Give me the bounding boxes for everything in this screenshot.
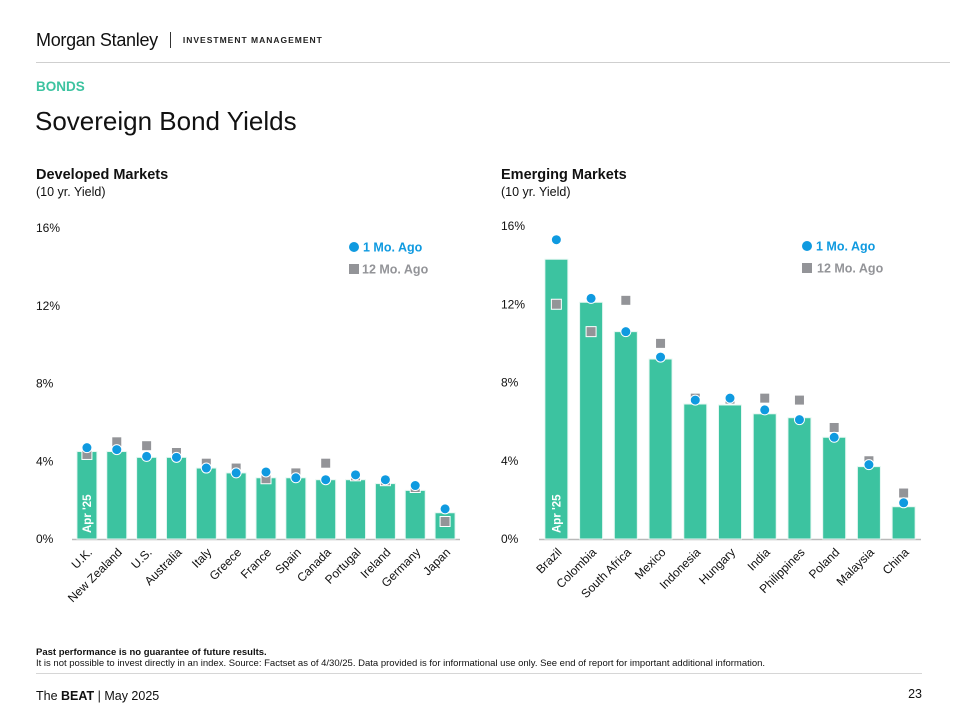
- y-tick-label: 12%: [36, 299, 60, 313]
- marker-12mo-u-s: [141, 440, 153, 452]
- marker-1mo-germany: [409, 480, 421, 492]
- y-tick-label: 8%: [36, 377, 54, 391]
- marker-1mo-australia: [170, 451, 182, 463]
- marker-1mo-france: [260, 466, 272, 478]
- publication-label: The BEAT | May 2025: [36, 689, 159, 703]
- marker-12mo-china: [898, 487, 910, 499]
- dm-chart-subtitle: (10 yr. Yield): [36, 185, 106, 199]
- marker-1mo-ireland: [379, 474, 391, 486]
- marker-1mo-u-k: [81, 442, 93, 454]
- y-tick-label: 0%: [36, 532, 54, 546]
- publication-date: | May 2025: [97, 689, 160, 703]
- legend-1mo-label: 1 Mo. Ago: [363, 241, 423, 255]
- marker-12mo-india: [759, 392, 771, 404]
- legend-1mo-label: 1 Mo. Ago: [816, 240, 876, 254]
- dm-chart-title: Developed Markets: [36, 167, 169, 183]
- bar-malaysia: [856, 466, 881, 540]
- header-rule: [36, 62, 950, 63]
- y-tick-label: 4%: [501, 454, 519, 468]
- marker-1mo-philippines: [793, 414, 805, 426]
- marker-1mo-japan: [439, 503, 451, 515]
- y-tick-label: 4%: [36, 454, 54, 468]
- em-chart-title: Emerging Markets: [501, 167, 627, 183]
- bar-poland: [822, 436, 847, 540]
- legend-12mo-icon: [349, 264, 359, 274]
- marker-12mo-south-africa: [620, 294, 632, 306]
- em-chart-subtitle: (10 yr. Yield): [501, 185, 571, 199]
- legend-12mo-icon: [802, 263, 812, 273]
- bar-series-label: Apr '25: [551, 494, 563, 533]
- marker-1mo-greece: [230, 467, 242, 479]
- marker-12mo-colombia: [585, 326, 597, 338]
- bar-colombia: [579, 301, 604, 540]
- marker-1mo-u-s: [141, 450, 153, 462]
- legend-12mo-label: 12 Mo. Ago: [362, 263, 429, 277]
- bar-india: [752, 413, 777, 540]
- marker-1mo-indonesia: [689, 394, 701, 406]
- x-tick-label-brazil: Brazil: [533, 545, 564, 576]
- legend-12mo-label: 12 Mo. Ago: [817, 262, 884, 276]
- y-tick-label: 12%: [501, 297, 525, 311]
- marker-12mo-brazil: [550, 298, 562, 310]
- section-label: BONDS: [36, 79, 85, 94]
- header: Morgan Stanley INVESTMENT MANAGEMENT: [36, 28, 323, 52]
- brand-divider: [169, 32, 171, 48]
- bar-brazil: [544, 258, 569, 540]
- y-tick-label: 0%: [501, 532, 519, 546]
- x-tick-label-hungary: Hungary: [696, 545, 738, 587]
- marker-1mo-italy: [200, 462, 212, 474]
- marker-1mo-new-zealand: [111, 444, 123, 456]
- footer-rule: [36, 673, 922, 674]
- x-tick-label-india: India: [745, 545, 774, 574]
- x-tick-label-malaysia: Malaysia: [834, 545, 878, 589]
- marker-1mo-china: [898, 497, 910, 509]
- marker-1mo-poland: [828, 431, 840, 443]
- marker-1mo-india: [759, 404, 771, 416]
- marker-1mo-spain: [290, 472, 302, 484]
- legend-1mo-icon: [349, 242, 359, 252]
- bar-philippines: [787, 417, 812, 540]
- bar-series-label: Apr '25: [82, 494, 94, 533]
- marker-12mo-canada: [320, 457, 332, 469]
- marker-12mo-japan: [439, 516, 451, 528]
- y-tick-label: 8%: [501, 376, 519, 390]
- publication-name: BEAT: [61, 689, 95, 703]
- marker-12mo-philippines: [793, 394, 805, 406]
- disclaimer-bold: Past performance is no guarantee of futu…: [36, 647, 267, 658]
- marker-1mo-mexico: [655, 351, 667, 363]
- page-number: 23: [908, 687, 922, 701]
- marker-1mo-canada: [320, 474, 332, 486]
- marker-1mo-colombia: [585, 292, 597, 304]
- marker-1mo-portugal: [350, 469, 362, 481]
- brand-logo: Morgan Stanley: [36, 29, 158, 50]
- bar-hungary: [718, 404, 742, 540]
- marker-1mo-south-africa: [620, 326, 632, 338]
- bar-indonesia: [683, 403, 708, 540]
- publication-prefix: The: [36, 689, 58, 703]
- y-tick-label: 16%: [36, 221, 60, 235]
- bar-south-africa: [613, 331, 638, 540]
- marker-1mo-hungary: [724, 392, 736, 404]
- disclaimer-text: It is not possible to invest directly in…: [36, 658, 766, 669]
- bar-china: [891, 506, 916, 540]
- bar-mexico: [648, 358, 673, 540]
- legend-1mo-icon: [802, 241, 812, 251]
- x-tick-label-china: China: [880, 545, 912, 577]
- marker-12mo-mexico: [655, 337, 667, 349]
- marker-1mo-brazil: [550, 234, 562, 246]
- y-tick-label: 16%: [501, 219, 525, 233]
- marker-12mo-poland: [828, 421, 840, 433]
- page-title: Sovereign Bond Yields: [35, 106, 297, 136]
- division-name: INVESTMENT MANAGEMENT: [182, 35, 323, 45]
- marker-1mo-malaysia: [863, 459, 875, 471]
